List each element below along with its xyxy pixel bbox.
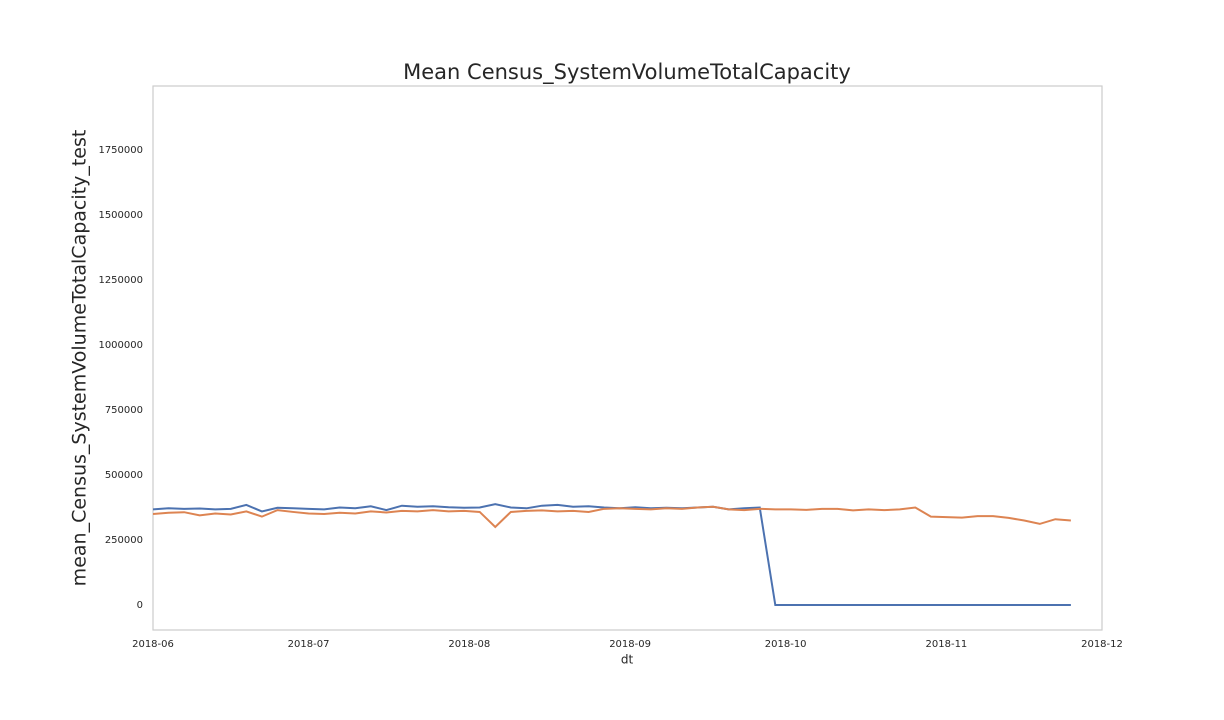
data-line	[152, 505, 1071, 529]
y-axis-label: mean_Census_SystemVolumeTotalCapacity_te…	[69, 130, 91, 587]
y-tick-label: 500000	[105, 470, 143, 481]
y-tick-label: 0	[137, 600, 143, 611]
x-tick-label: 2018-10	[765, 639, 807, 650]
x-tick-label: 2018-09	[609, 639, 651, 650]
x-axis-label: dt	[621, 653, 634, 667]
y-tick-label: 1750000	[98, 145, 143, 156]
x-tick-label: 2018-08	[448, 639, 490, 650]
x-tick-label: 2018-07	[288, 639, 330, 650]
y-tick-label: 1500000	[98, 210, 143, 221]
x-tick-label: 2018-06	[132, 639, 174, 650]
x-tick-label: 2018-12	[1081, 639, 1123, 650]
y-tick-label: 250000	[105, 535, 143, 546]
data-line	[152, 503, 1071, 607]
chart-title: Mean Census_SystemVolumeTotalCapacity	[403, 60, 851, 85]
y-tick-label: 1250000	[98, 275, 143, 286]
y-tick-label: 1000000	[98, 340, 143, 351]
x-tick-label: 2018-11	[926, 639, 968, 650]
y-tick-label: 750000	[105, 405, 143, 416]
plot-frame	[152, 85, 1103, 631]
